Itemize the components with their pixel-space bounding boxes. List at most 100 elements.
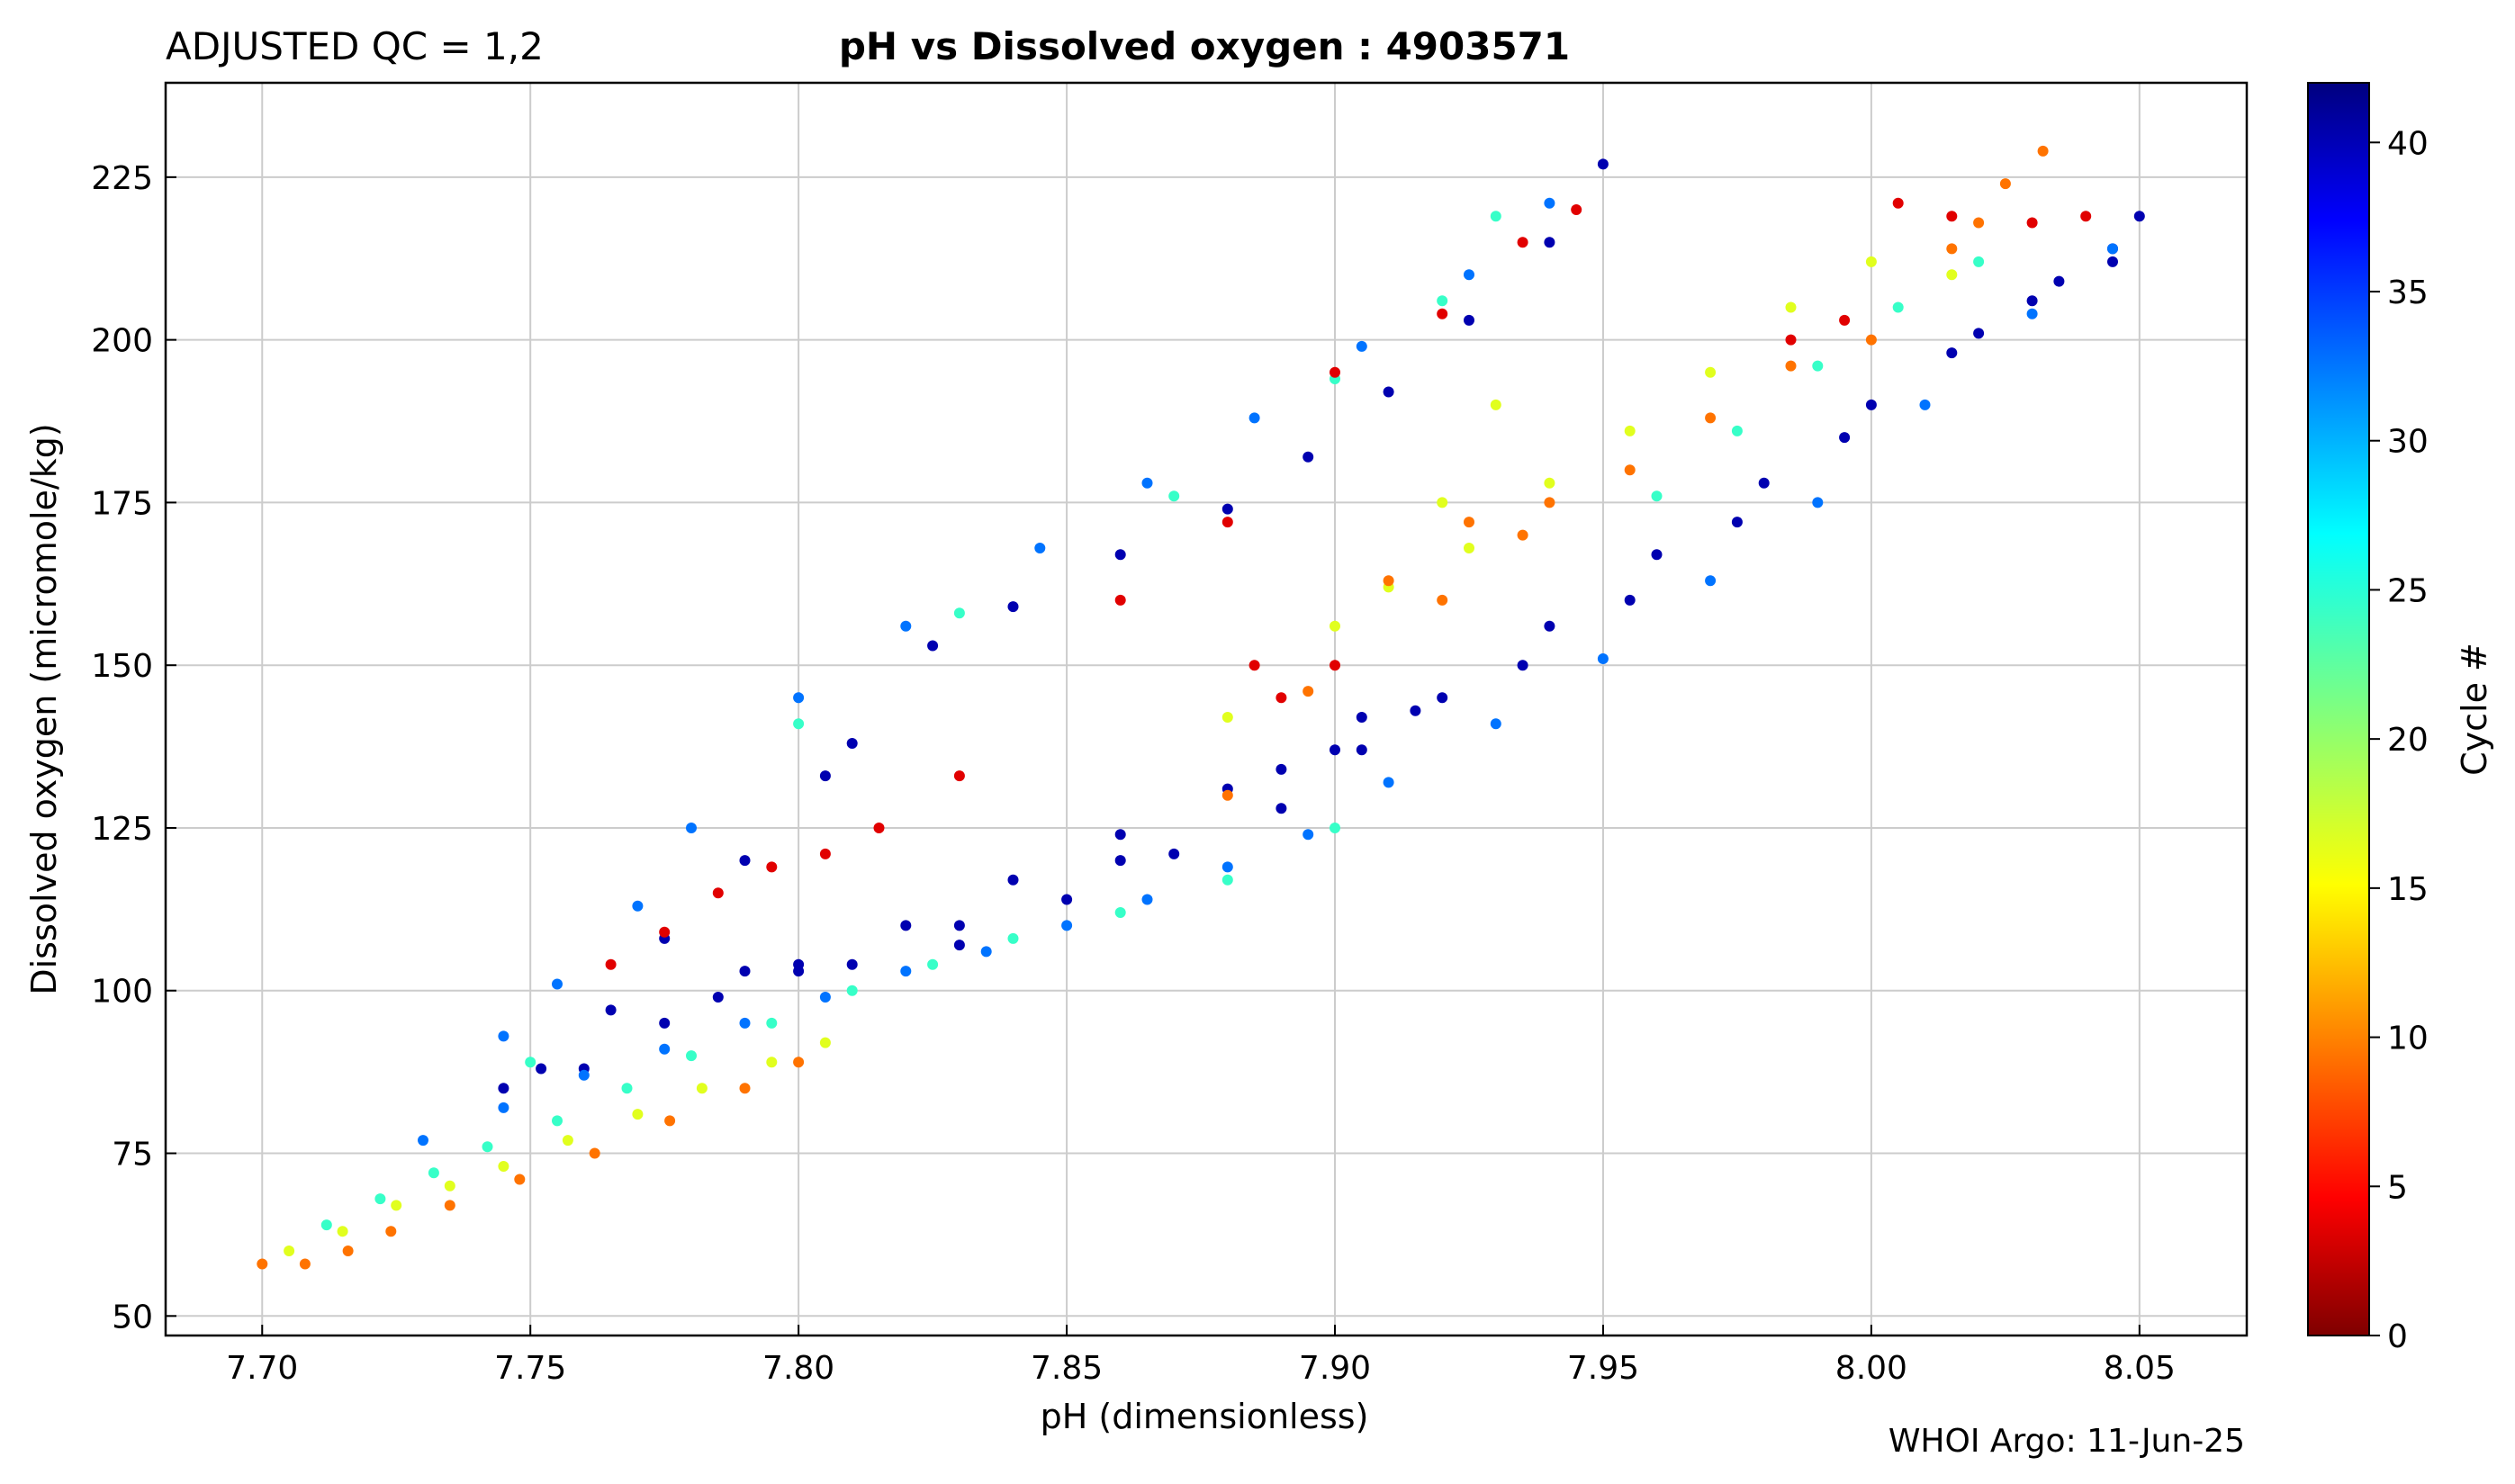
data-point xyxy=(498,1161,509,1172)
data-point xyxy=(2053,275,2065,287)
data-point xyxy=(686,1050,697,1062)
data-point xyxy=(498,1102,509,1113)
data-point xyxy=(1007,874,1019,886)
data-point xyxy=(1973,328,1985,339)
data-point xyxy=(578,1069,590,1081)
data-point xyxy=(391,1200,402,1211)
data-point xyxy=(1168,848,1180,859)
colorbar-ticks: 0 5 10 15 20 25 30 35 40 xyxy=(2369,125,2429,1355)
data-point xyxy=(1383,386,1394,398)
x-tick-label: 8.00 xyxy=(1835,1350,1907,1387)
data-point xyxy=(1544,620,1555,632)
data-point xyxy=(632,900,644,912)
qc-label: ADJUSTED QC = 1,2 xyxy=(166,24,544,68)
y-axis: 50 75 100 125 150 175 200 225 xyxy=(91,160,176,1336)
data-point xyxy=(299,1258,311,1270)
data-point xyxy=(1007,932,1019,944)
data-point xyxy=(766,861,778,873)
data-point xyxy=(257,1258,268,1270)
y-tick-label: 200 xyxy=(91,323,153,360)
data-point xyxy=(1490,399,1501,410)
data-point xyxy=(444,1200,455,1211)
data-point xyxy=(1356,712,1367,723)
y-tick-label: 75 xyxy=(112,1137,153,1174)
data-point xyxy=(374,1193,386,1205)
data-point xyxy=(1597,158,1609,170)
data-point xyxy=(1141,894,1153,905)
data-point xyxy=(1437,295,1448,307)
data-point xyxy=(2026,295,2038,307)
y-tick-label: 50 xyxy=(112,1299,153,1336)
data-point xyxy=(1221,861,1233,873)
data-point xyxy=(712,887,724,899)
data-point xyxy=(1892,197,1904,209)
data-point xyxy=(1168,490,1180,502)
data-point xyxy=(1114,549,1126,561)
y-tick-label: 100 xyxy=(91,974,153,1011)
data-point xyxy=(320,1219,332,1231)
data-point xyxy=(1651,549,1663,561)
data-point xyxy=(1785,360,1797,372)
data-point xyxy=(1437,594,1448,606)
data-point xyxy=(1276,803,1287,814)
y-tick-label: 225 xyxy=(91,160,153,197)
data-point xyxy=(1330,744,1340,756)
data-point xyxy=(342,1246,354,1256)
data-point xyxy=(418,1135,428,1147)
data-point xyxy=(953,920,965,931)
data-point xyxy=(1464,269,1474,281)
data-point xyxy=(2107,243,2118,255)
data-point xyxy=(1731,517,1743,528)
data-point xyxy=(1544,237,1555,248)
data-point xyxy=(1517,529,1528,541)
data-point xyxy=(1705,575,1717,587)
data-point xyxy=(2037,145,2049,157)
data-point xyxy=(846,958,858,970)
x-axis-label: pH (dimensionless) xyxy=(1041,1397,1369,1436)
data-point xyxy=(2026,308,2038,319)
data-point xyxy=(1437,497,1448,508)
plot-frame xyxy=(164,81,2249,1337)
data-point xyxy=(552,978,563,990)
data-point xyxy=(1276,763,1287,775)
data-point xyxy=(1544,477,1555,489)
data-point xyxy=(1061,894,1073,905)
y-tick-label: 150 xyxy=(91,648,153,685)
data-point xyxy=(1141,477,1153,489)
data-point xyxy=(953,940,965,951)
data-point xyxy=(819,770,831,782)
data-point xyxy=(1383,575,1394,587)
data-point xyxy=(819,992,831,1003)
data-point xyxy=(1624,594,1636,606)
data-point xyxy=(1973,256,1985,267)
data-point xyxy=(444,1180,455,1192)
data-point xyxy=(1221,789,1233,801)
data-point xyxy=(1865,399,1877,410)
data-point xyxy=(482,1141,493,1153)
data-point xyxy=(873,823,885,833)
y-axis-label: Dissolved oxygen (micromole/kg) xyxy=(24,423,64,994)
data-point xyxy=(664,1115,676,1127)
data-point xyxy=(1973,217,1985,229)
data-point xyxy=(1114,829,1126,841)
data-point xyxy=(1464,314,1474,326)
data-point xyxy=(1597,653,1609,664)
data-point xyxy=(1785,334,1797,346)
data-point xyxy=(739,966,751,977)
y-tick-label: 125 xyxy=(91,811,153,848)
data-point xyxy=(900,966,912,977)
data-point xyxy=(686,823,697,833)
data-point xyxy=(1892,301,1904,313)
data-point xyxy=(1276,692,1287,704)
x-tick-label: 7.80 xyxy=(762,1350,834,1387)
data-point xyxy=(525,1057,536,1068)
data-point xyxy=(739,855,751,867)
colorbar-tick-label: 10 xyxy=(2387,1021,2429,1057)
data-point xyxy=(1221,517,1233,528)
data-point xyxy=(766,1017,778,1029)
data-point xyxy=(659,1017,671,1029)
colorbar-tick-label: 20 xyxy=(2387,722,2429,759)
data-point xyxy=(337,1226,348,1237)
colorbar xyxy=(2307,82,2370,1336)
